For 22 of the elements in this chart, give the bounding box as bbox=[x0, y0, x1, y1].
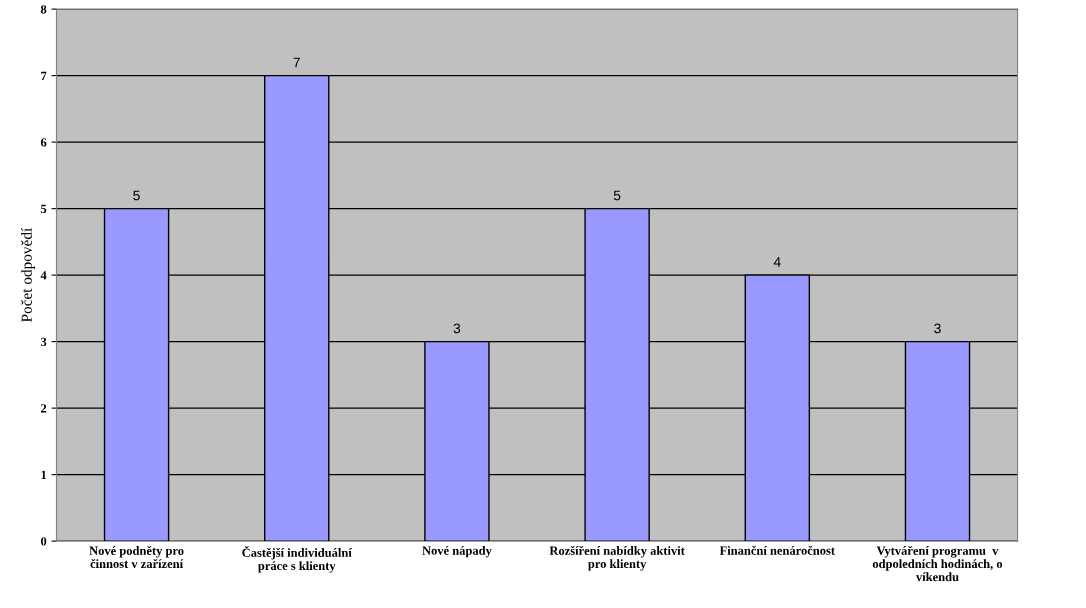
x-tick-label: Vytváření programu v odpoledních hodinách, o víkendu bbox=[872, 545, 1003, 582]
data-label: 7 bbox=[293, 57, 300, 68]
y-tick-label: 8 bbox=[40, 5, 47, 14]
y-tick-label: 3 bbox=[40, 337, 47, 347]
data-label: 5 bbox=[133, 190, 140, 201]
y-tick-label: 6 bbox=[40, 138, 47, 147]
x-tick-label: Častější individuální práce s klienty bbox=[242, 545, 352, 573]
x-tick-label: Finanční nenáročnost bbox=[719, 545, 835, 555]
y-tick-label: 5 bbox=[41, 204, 47, 214]
data-label: 3 bbox=[453, 323, 461, 334]
y-tick-label: 1 bbox=[41, 470, 47, 479]
data-label: 4 bbox=[773, 257, 781, 267]
y-axis-title: Počet odpovědí bbox=[21, 227, 35, 322]
x-tick-label: Nové podněty pro činnost v zařízení bbox=[89, 545, 184, 569]
x-tick-label: Nové nápady bbox=[422, 545, 492, 558]
data-label: 5 bbox=[613, 190, 621, 201]
y-tick-label: 2 bbox=[41, 404, 47, 413]
y-tick-label: 7 bbox=[41, 71, 47, 80]
y-tick-label: 0 bbox=[40, 537, 47, 546]
data-label: 3 bbox=[934, 323, 941, 334]
y-tick-label: 4 bbox=[40, 271, 47, 280]
x-tick-label: Rozšíření nabídky aktivit pro klienty bbox=[549, 545, 685, 571]
